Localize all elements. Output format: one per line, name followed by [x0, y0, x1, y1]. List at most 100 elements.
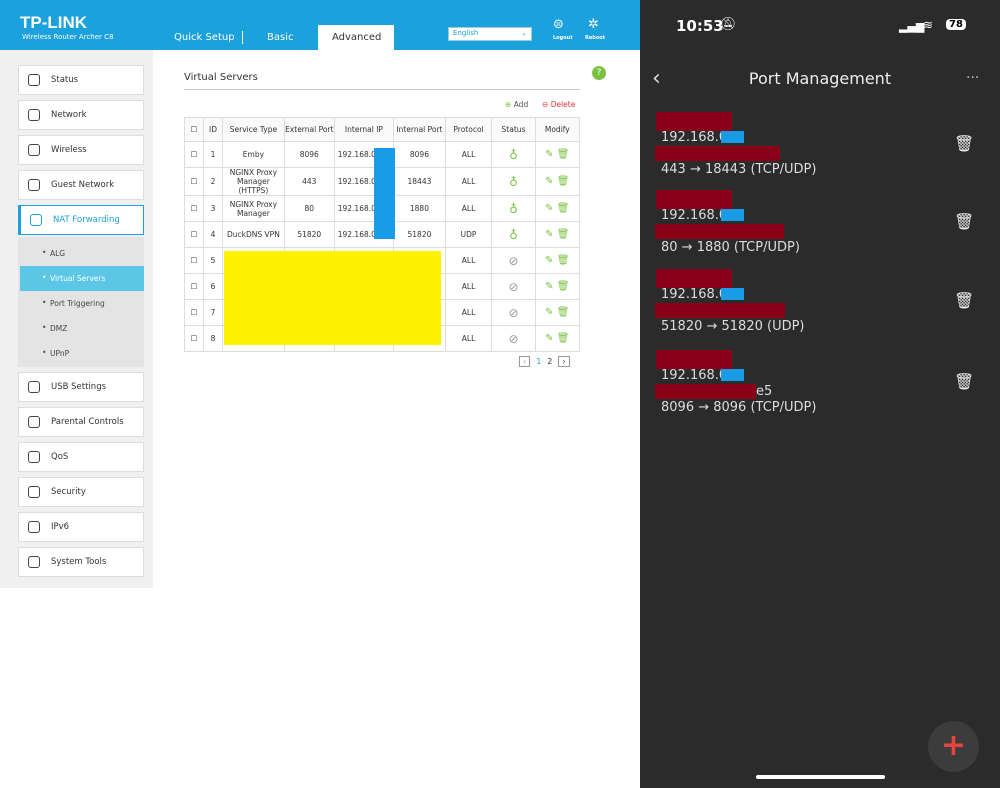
page[interactable]: 2 [547, 357, 553, 366]
status-cell[interactable]: ⊘ [491, 273, 536, 300]
status-cell[interactable]: ♁ [491, 195, 536, 222]
menu-item[interactable]: Wireless [18, 135, 144, 165]
reboot[interactable]: Reboot [585, 35, 606, 41]
more[interactable]: ··· [966, 70, 980, 86]
reboot-icon[interactable]: ✲ [588, 17, 599, 32]
wifi: ≋ [923, 18, 934, 32]
cell: ALL [444, 141, 493, 168]
status-cell[interactable]: ⊘ [491, 299, 536, 326]
modify-cell[interactable]: ✎ 🗑︎ [534, 325, 581, 352]
status-cell[interactable]: ⊘ [491, 247, 536, 274]
entry-ip: 192.168.0. [661, 287, 732, 302]
add-button[interactable]: ⊕ Add [505, 100, 529, 109]
cell-text: 1 [210, 150, 216, 159]
submenu-item[interactable]: Port Triggering • [20, 291, 144, 316]
menu-item[interactable]: Status [18, 65, 144, 95]
modify-cell[interactable]: ✎ 🗑︎ [534, 221, 581, 248]
delete-icon[interactable]: 🗑︎ [954, 134, 975, 153]
model: Wireless Router Archer C8 [22, 33, 114, 41]
redaction [656, 112, 732, 131]
modify-cell[interactable]: ✎ 🗑︎ [534, 167, 581, 196]
cell: 5 [202, 247, 224, 274]
menu-item[interactable]: Security [18, 477, 144, 507]
column-header: External Port [283, 117, 335, 142]
redaction [374, 148, 395, 239]
menu-item[interactable]: IPv6 [18, 512, 144, 542]
modify-cell[interactable]: ✎ 🗑︎ [534, 195, 581, 222]
modify-cell[interactable]: ✎ 🗑︎ [534, 299, 581, 326]
checkbox-cell[interactable]: ☐ [184, 325, 204, 352]
status-cell[interactable]: ♁ [491, 141, 536, 168]
menu-item[interactable]: Parental Controls [18, 407, 144, 437]
submenu-item[interactable]: Virtual Servers • [20, 266, 144, 291]
menu-item[interactable]: Network [18, 100, 144, 130]
menu-item[interactable]: USB Settings [18, 372, 144, 402]
menu-item[interactable]: NAT Forwarding [18, 205, 144, 235]
checkbox-cell[interactable]: ☐ [184, 299, 204, 326]
add-fab[interactable]: + [928, 721, 979, 772]
delete-button[interactable]: ⊖ Delete [542, 100, 576, 109]
submenu-label: DMZ [50, 324, 68, 333]
logo: TP-LINK [20, 13, 88, 32]
tab[interactable]: Quick Setup [174, 32, 235, 43]
status-cell[interactable]: ⊘ [491, 325, 536, 352]
tab[interactable]: Advanced [332, 32, 382, 43]
checkbox-cell[interactable]: ☐ [184, 247, 204, 274]
delete-icon[interactable]: 🗑︎ [954, 291, 975, 310]
menu-item[interactable]: System Tools [18, 547, 144, 577]
column-header: Internal IP [333, 117, 395, 142]
cell-text: 192.168.0 [337, 204, 376, 213]
logout[interactable]: Logout [553, 35, 573, 41]
checkbox-cell[interactable]: ☐ [184, 195, 204, 222]
checkbox-cell: ☐ [184, 117, 204, 142]
logout-icon[interactable]: ⊜ [553, 17, 564, 32]
cell-text: 51820 [407, 230, 432, 239]
next[interactable]: › [558, 356, 570, 367]
active-tab-bg [318, 25, 394, 50]
cell-text: 2 [210, 177, 216, 186]
modify-cell[interactable]: ✎ 🗑︎ [534, 141, 581, 168]
modify-cell[interactable]: ✎ 🗑︎ [534, 273, 581, 300]
checkbox-cell[interactable]: ☐ [184, 167, 204, 196]
checkbox-cell[interactable]: ☐ [184, 141, 204, 168]
submenu-item[interactable]: UPnP • [20, 341, 144, 366]
help[interactable]: ? [592, 66, 606, 80]
submenu-item[interactable]: ALG • [20, 241, 144, 266]
add: Add [513, 100, 529, 109]
menu-label: NAT Forwarding [53, 215, 120, 225]
redaction [721, 288, 744, 300]
language-select[interactable]: English ⌄ [448, 27, 532, 41]
menu-label: Status [51, 75, 79, 85]
cell-text: 192.168.0 [337, 230, 376, 239]
delete-icon[interactable]: 🗑︎ [954, 372, 975, 391]
page[interactable]: 1 [536, 357, 542, 366]
menu-label: Parental Controls [51, 417, 124, 427]
menu-icon [28, 144, 40, 156]
status-cell[interactable]: ♁ [491, 221, 536, 248]
cell: ALL [444, 299, 493, 326]
redaction [655, 224, 784, 239]
tab[interactable]: Basic [267, 32, 294, 43]
checkbox-cell[interactable]: ☐ [184, 221, 204, 248]
back[interactable]: ‹ [652, 66, 661, 91]
redaction [655, 384, 756, 399]
menu-item[interactable]: QoS [18, 442, 144, 472]
entry-ip: 192.168.0. [661, 208, 732, 223]
page-title: Virtual Servers [184, 72, 258, 83]
submenu-bg [18, 237, 144, 367]
prev[interactable]: ‹ [519, 356, 531, 367]
entry-extra: e5 [756, 384, 773, 399]
checkbox-cell[interactable]: ☐ [184, 273, 204, 300]
cell: ALL [444, 167, 493, 196]
status-cell[interactable]: ♁ [491, 167, 536, 196]
delete-icon[interactable]: 🗑︎ [954, 212, 975, 231]
modify-cell[interactable]: ✎ 🗑︎ [534, 247, 581, 274]
cell: 1880 [393, 195, 446, 222]
cell: ALL [444, 195, 493, 222]
battery: 78 [946, 19, 966, 30]
cell: 4 [202, 221, 224, 248]
menu-icon [28, 556, 40, 568]
cell-text: 443 [302, 177, 317, 186]
submenu-item[interactable]: DMZ • [20, 316, 144, 341]
menu-item[interactable]: Guest Network [18, 170, 144, 200]
